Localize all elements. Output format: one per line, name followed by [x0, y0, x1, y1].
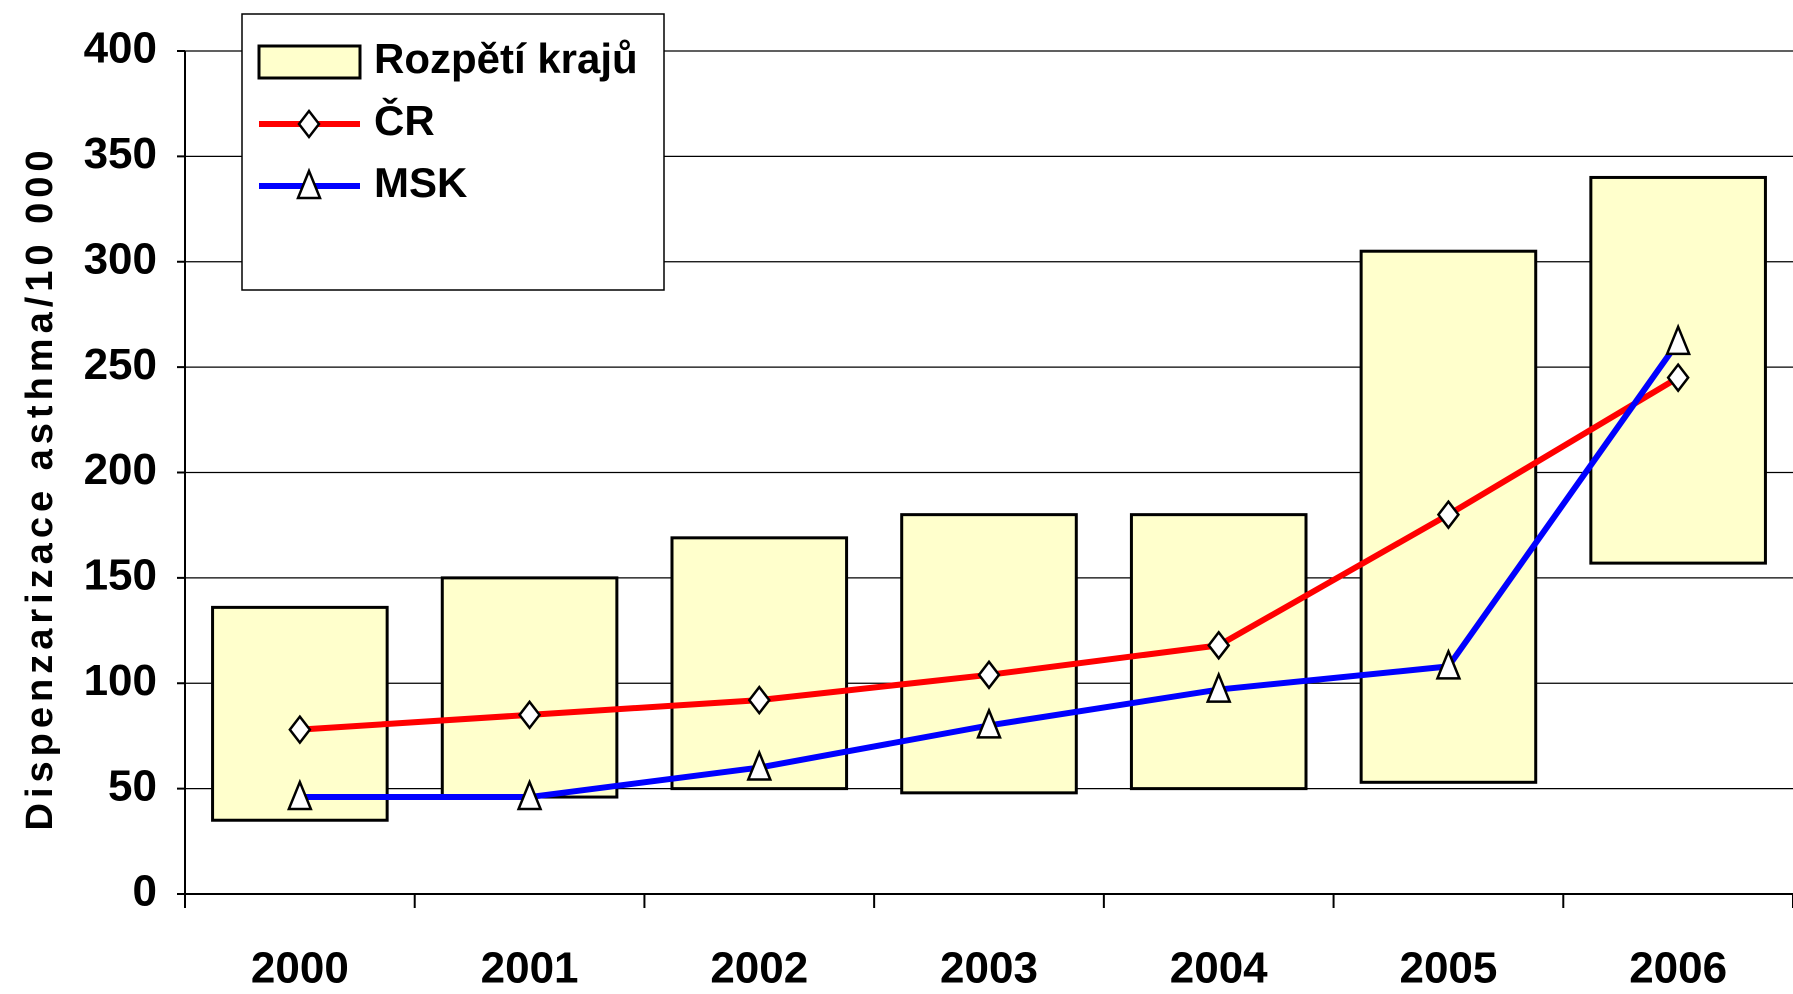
marker [286, 778, 313, 811]
y-tick-label: 200 [84, 445, 157, 494]
range-bar [900, 513, 1078, 795]
x-tick-label: 2001 [481, 944, 579, 993]
marker [747, 685, 771, 716]
marker [1205, 671, 1232, 703]
marker [288, 714, 312, 745]
x-tick-label: 2000 [251, 944, 349, 993]
marker [516, 778, 543, 811]
marker [517, 699, 542, 730]
x-tick-label: 2002 [710, 944, 808, 993]
range-bar [670, 536, 849, 791]
x-tick-label: 2005 [1399, 944, 1497, 993]
x-tick-label: 2004 [1170, 944, 1268, 993]
legend-label: ČR [374, 96, 435, 144]
range-bar [440, 576, 619, 799]
y-tick-label: 50 [108, 761, 157, 810]
marker [1665, 323, 1692, 356]
y-tick-label: 0 [133, 867, 157, 916]
y-tick-label: 100 [84, 656, 157, 705]
legend-label: Rozpětí krajů [374, 35, 638, 82]
marker [297, 108, 321, 140]
y-tick-label: 250 [84, 340, 157, 389]
marker [977, 659, 1001, 690]
y-tick-label: 300 [84, 234, 157, 283]
marker [1207, 630, 1231, 661]
marker [1436, 499, 1461, 530]
legend-swatch [257, 44, 362, 80]
marker [1666, 362, 1690, 393]
marker [746, 749, 773, 781]
marker [296, 167, 322, 200]
x-tick-label: 2006 [1629, 944, 1727, 993]
y-tick-label: 350 [84, 129, 157, 178]
y-tick-label: 400 [84, 24, 157, 73]
marker [976, 707, 1002, 739]
legend-label: MSK [374, 159, 467, 206]
y-tick-label: 150 [84, 551, 157, 600]
y-axis-label: Dispenzarizace asthma/10 000 [19, 146, 61, 831]
x-tick-label: 2003 [940, 944, 1038, 993]
marker [1435, 648, 1462, 680]
